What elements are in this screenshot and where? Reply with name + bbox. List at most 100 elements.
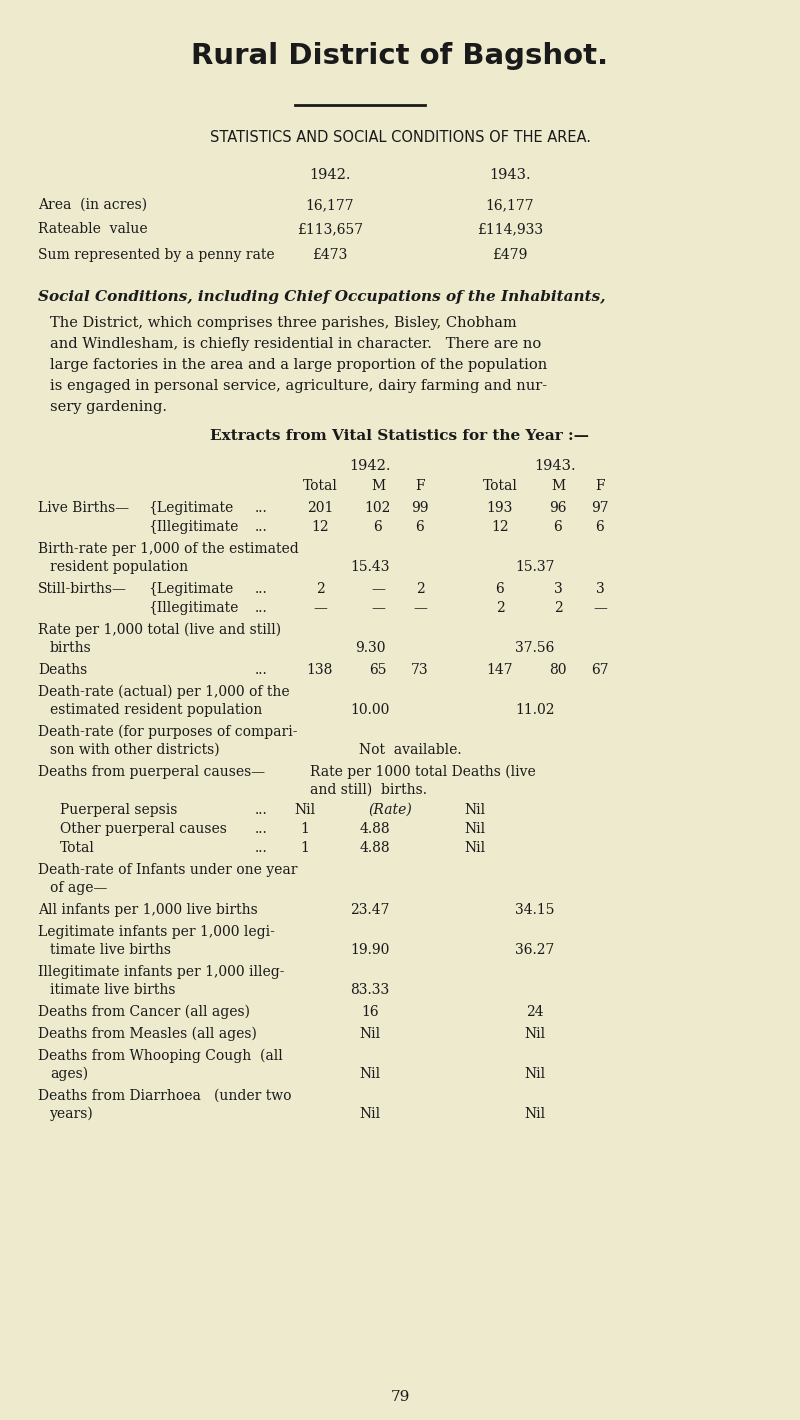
Text: Live Births—: Live Births— <box>38 501 129 515</box>
Text: Deaths from Measles (all ages): Deaths from Measles (all ages) <box>38 1027 257 1041</box>
Text: 34.15: 34.15 <box>515 903 554 917</box>
Text: 6: 6 <box>496 582 504 596</box>
Text: son with other districts): son with other districts) <box>50 743 220 757</box>
Text: Death-rate (actual) per 1,000 of the: Death-rate (actual) per 1,000 of the <box>38 684 290 700</box>
Text: Nil: Nil <box>525 1066 546 1081</box>
Text: M: M <box>551 479 565 493</box>
Text: years): years) <box>50 1108 94 1122</box>
Text: Total: Total <box>60 841 95 855</box>
Text: £114,933: £114,933 <box>477 222 543 236</box>
Text: Nil: Nil <box>359 1027 381 1041</box>
Text: 1942.: 1942. <box>310 168 350 182</box>
Text: Illegitimate infants per 1,000 illeg-: Illegitimate infants per 1,000 illeg- <box>38 966 285 978</box>
Text: 3: 3 <box>554 582 562 596</box>
Text: 36.27: 36.27 <box>515 943 554 957</box>
Text: Birth-rate per 1,000 of the estimated: Birth-rate per 1,000 of the estimated <box>38 542 298 557</box>
Text: ...: ... <box>255 822 268 836</box>
Text: 37.56: 37.56 <box>515 640 554 655</box>
Text: All infants per 1,000 live births: All infants per 1,000 live births <box>38 903 258 917</box>
Text: {Illegitimate: {Illegitimate <box>148 601 238 615</box>
Text: Nil: Nil <box>465 822 486 836</box>
Text: 138: 138 <box>307 663 333 677</box>
Text: Total: Total <box>482 479 518 493</box>
Text: 9.30: 9.30 <box>354 640 386 655</box>
Text: Puerperal sepsis: Puerperal sepsis <box>60 802 178 816</box>
Text: 15.37: 15.37 <box>515 559 554 574</box>
Text: timate live births: timate live births <box>50 943 171 957</box>
Text: 1943.: 1943. <box>534 459 576 473</box>
Text: {Illegitimate: {Illegitimate <box>148 520 238 534</box>
Text: 4.88: 4.88 <box>360 841 390 855</box>
Text: 2: 2 <box>554 601 562 615</box>
Text: Rateable  value: Rateable value <box>38 222 148 236</box>
Text: {Legitimate: {Legitimate <box>148 501 234 515</box>
Text: Nil: Nil <box>525 1027 546 1041</box>
Text: (Rate): (Rate) <box>368 802 412 816</box>
Text: —: — <box>371 582 385 596</box>
Text: Rate per 1,000 total (live and still): Rate per 1,000 total (live and still) <box>38 623 281 638</box>
Text: 16,177: 16,177 <box>306 197 354 212</box>
Text: —: — <box>371 601 385 615</box>
Text: births: births <box>50 640 92 655</box>
Text: ages): ages) <box>50 1066 88 1082</box>
Text: ...: ... <box>255 582 268 596</box>
Text: Extracts from Vital Statistics for the Year :—: Extracts from Vital Statistics for the Y… <box>210 429 590 443</box>
Text: Still-births—: Still-births— <box>38 582 127 596</box>
Text: Rural District of Bagshot.: Rural District of Bagshot. <box>191 43 609 70</box>
Text: 79: 79 <box>390 1390 410 1404</box>
Text: 65: 65 <box>370 663 386 677</box>
Text: Deaths from Cancer (all ages): Deaths from Cancer (all ages) <box>38 1005 250 1020</box>
Text: Legitimate infants per 1,000 legi-: Legitimate infants per 1,000 legi- <box>38 924 275 939</box>
Text: Death-rate of Infants under one year: Death-rate of Infants under one year <box>38 863 298 878</box>
Text: —: — <box>593 601 607 615</box>
Text: £473: £473 <box>312 248 348 263</box>
Text: 6: 6 <box>596 520 604 534</box>
Text: Nil: Nil <box>294 802 315 816</box>
Text: Sum represented by a penny rate: Sum represented by a penny rate <box>38 248 274 263</box>
Text: 12: 12 <box>491 520 509 534</box>
Text: 3: 3 <box>596 582 604 596</box>
Text: F: F <box>415 479 425 493</box>
Text: 16,177: 16,177 <box>486 197 534 212</box>
Text: F: F <box>595 479 605 493</box>
Text: Deaths: Deaths <box>38 663 87 677</box>
Text: and Windlesham, is chiefly residential in character.   There are no: and Windlesham, is chiefly residential i… <box>50 337 542 351</box>
Text: 97: 97 <box>591 501 609 515</box>
Text: 99: 99 <box>411 501 429 515</box>
Text: 6: 6 <box>554 520 562 534</box>
Text: 16: 16 <box>361 1005 379 1020</box>
Text: The District, which comprises three parishes, Bisley, Chobham: The District, which comprises three pari… <box>50 317 517 329</box>
Text: 96: 96 <box>550 501 566 515</box>
Text: Total: Total <box>302 479 338 493</box>
Text: 1: 1 <box>301 841 310 855</box>
Text: 147: 147 <box>486 663 514 677</box>
Text: ...: ... <box>255 520 268 534</box>
Text: Area  (in acres): Area (in acres) <box>38 197 147 212</box>
Text: Nil: Nil <box>359 1108 381 1120</box>
Text: 80: 80 <box>550 663 566 677</box>
Text: Nil: Nil <box>525 1108 546 1120</box>
Text: Death-rate (for purposes of compari-: Death-rate (for purposes of compari- <box>38 726 298 740</box>
Text: Nil: Nil <box>359 1066 381 1081</box>
Text: estimated resident population: estimated resident population <box>50 703 262 717</box>
Text: Deaths from Diarrhoea   (under two: Deaths from Diarrhoea (under two <box>38 1089 291 1103</box>
Text: £479: £479 <box>492 248 528 263</box>
Text: 4.88: 4.88 <box>360 822 390 836</box>
Text: of age—: of age— <box>50 880 107 895</box>
Text: 23.47: 23.47 <box>350 903 390 917</box>
Text: —: — <box>413 601 427 615</box>
Text: 2: 2 <box>316 582 324 596</box>
Text: ...: ... <box>255 841 268 855</box>
Text: large factories in the area and a large proportion of the population: large factories in the area and a large … <box>50 358 547 372</box>
Text: Not  available.: Not available. <box>358 743 462 757</box>
Text: Social Conditions, including Chief Occupations of the Inhabitants,: Social Conditions, including Chief Occup… <box>38 290 606 304</box>
Text: 10.00: 10.00 <box>350 703 390 717</box>
Text: resident population: resident population <box>50 559 188 574</box>
Text: 73: 73 <box>411 663 429 677</box>
Text: Deaths from Whooping Cough  (all: Deaths from Whooping Cough (all <box>38 1049 282 1064</box>
Text: ...: ... <box>255 663 268 677</box>
Text: Rate per 1000 total Deaths (live: Rate per 1000 total Deaths (live <box>310 765 536 780</box>
Text: 2: 2 <box>496 601 504 615</box>
Text: ...: ... <box>255 601 268 615</box>
Text: M: M <box>371 479 385 493</box>
